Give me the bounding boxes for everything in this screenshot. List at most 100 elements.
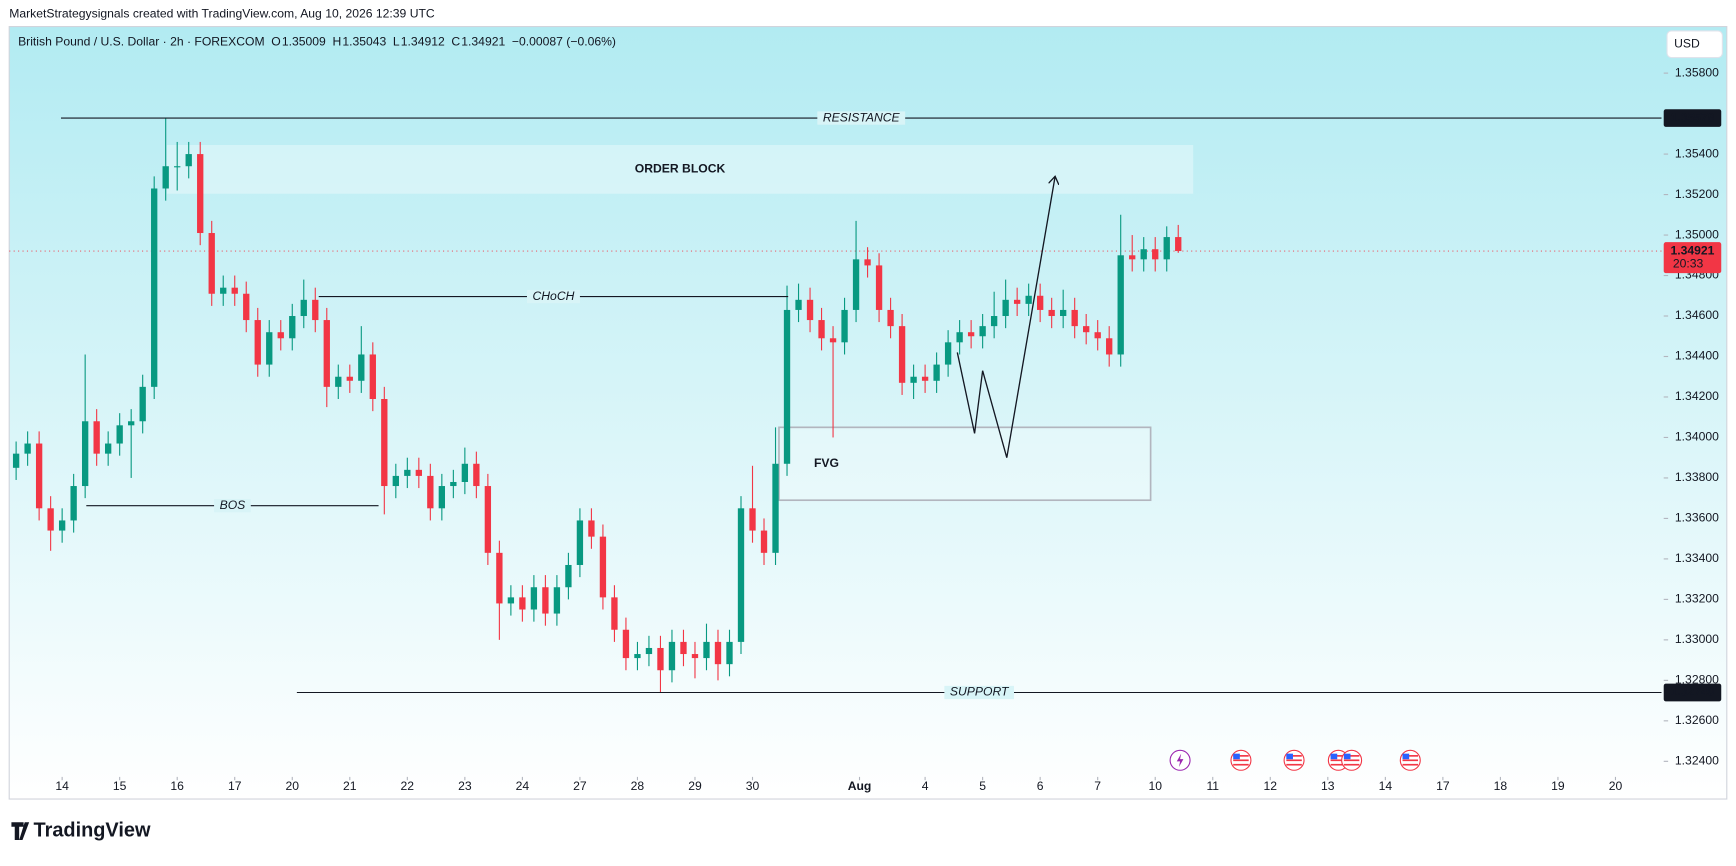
x-tick-label: 13 <box>1321 779 1335 793</box>
candle-body <box>1013 299 1021 304</box>
candle-body <box>691 654 699 659</box>
projection-path <box>956 176 1055 458</box>
candle-body <box>622 629 630 659</box>
event-flag-canton <box>1343 753 1351 760</box>
candle-body <box>24 443 31 454</box>
candle-body <box>392 475 399 487</box>
candle-body <box>484 486 492 553</box>
candle-body <box>703 641 710 659</box>
candle-body <box>1071 309 1078 327</box>
ohlc-value: 1.34921 <box>461 34 505 48</box>
candle-body <box>760 530 768 553</box>
y-tick-label: 1.32600 <box>1675 713 1719 727</box>
level-price-box <box>1663 109 1722 127</box>
x-tick-label: 18 <box>1494 779 1508 793</box>
y-tick-label: 1.34400 <box>1675 349 1719 363</box>
currency[interactable]: USD <box>1674 36 1700 50</box>
x-tick-label: 21 <box>343 779 357 793</box>
candle-body <box>553 587 561 614</box>
candle-body <box>404 469 411 476</box>
candle-body <box>749 508 756 531</box>
x-tick-label: 30 <box>746 779 760 793</box>
x-tick-label: 28 <box>631 779 645 793</box>
level-label-bg <box>526 289 580 304</box>
x-tick-label: 24 <box>516 779 530 793</box>
event-flag-canton <box>1402 753 1410 760</box>
candle-body <box>611 597 618 630</box>
candle-body <box>1140 249 1147 260</box>
candle-body <box>795 299 802 310</box>
candle-body <box>12 453 20 468</box>
x-tick-label: 14 <box>1379 779 1393 793</box>
candle-body <box>139 386 146 422</box>
y-tick-label: 1.32400 <box>1675 754 1719 768</box>
y-tick-label: 1.33000 <box>1675 632 1719 646</box>
y-tick-label: 1.35400 <box>1675 146 1719 160</box>
level-label: CHoCH <box>533 289 575 303</box>
level-label-bg <box>944 685 1014 700</box>
candle-body <box>243 293 250 321</box>
candle-body <box>450 481 457 487</box>
candle-body <box>944 342 952 365</box>
candle-body <box>634 654 641 659</box>
x-tick-label: 6 <box>1037 779 1044 793</box>
candle-body <box>979 326 986 337</box>
ohlc-value: 1.34912 <box>401 34 445 48</box>
candle-body <box>645 647 653 655</box>
candle-body <box>473 463 480 487</box>
candle-body <box>346 376 353 381</box>
candle-body <box>312 299 319 321</box>
candle-body <box>933 364 940 381</box>
ohlc-label: C <box>451 34 460 48</box>
level-price: 1.35578 <box>1671 110 1715 124</box>
ohlc-label: L <box>393 34 400 48</box>
candle-body <box>887 309 894 327</box>
x-tick-label: 29 <box>688 779 702 793</box>
candle-body <box>1152 249 1159 260</box>
candle-body <box>220 287 227 294</box>
x-tick-label: 5 <box>979 779 986 793</box>
x-tick-label: 22 <box>401 779 415 793</box>
candle-body <box>415 469 422 476</box>
currency-button[interactable] <box>1666 30 1723 59</box>
ohlc-value: 1.35043 <box>342 34 386 48</box>
y-tick-label: 1.33800 <box>1675 470 1719 484</box>
candle-body <box>208 233 215 294</box>
candle-body <box>990 316 998 327</box>
candle-body <box>323 320 330 387</box>
candle-body <box>726 641 733 665</box>
level-price: 1.32740 <box>1671 685 1715 699</box>
ohlc-label: H <box>332 34 341 48</box>
candle-body <box>507 597 515 604</box>
candle-body <box>1002 299 1009 317</box>
plot-area <box>8 26 1728 800</box>
candle-body <box>956 332 963 343</box>
event-flag-canton <box>1330 753 1338 760</box>
candle-body <box>70 486 77 521</box>
candle-body <box>875 265 883 310</box>
x-tick-label: 23 <box>458 779 472 793</box>
candle-body <box>1036 295 1044 310</box>
candle-body <box>185 154 192 167</box>
x-tick-label: 19 <box>1551 779 1565 793</box>
candle-body <box>921 376 929 381</box>
brand-logo <box>11 822 30 840</box>
candle-body <box>657 647 664 671</box>
candle-body <box>1129 255 1136 260</box>
candle-body <box>277 332 284 339</box>
last-price: 1.34921 <box>1671 243 1715 257</box>
candle-body <box>1094 332 1101 339</box>
zone-label: FVG <box>814 456 839 470</box>
candle-body <box>668 641 676 671</box>
x-tick-label: 14 <box>55 779 69 793</box>
candle-body <box>151 188 158 387</box>
y-tick-label: 1.33600 <box>1675 511 1719 525</box>
candle-body <box>1083 326 1090 333</box>
zone <box>166 144 1194 194</box>
candle-body <box>530 587 538 610</box>
candle-body <box>841 309 848 343</box>
candle-body <box>852 259 860 310</box>
candle-body <box>128 421 135 426</box>
level-label-bg <box>817 111 906 125</box>
y-tick-label: 1.34000 <box>1675 430 1719 444</box>
